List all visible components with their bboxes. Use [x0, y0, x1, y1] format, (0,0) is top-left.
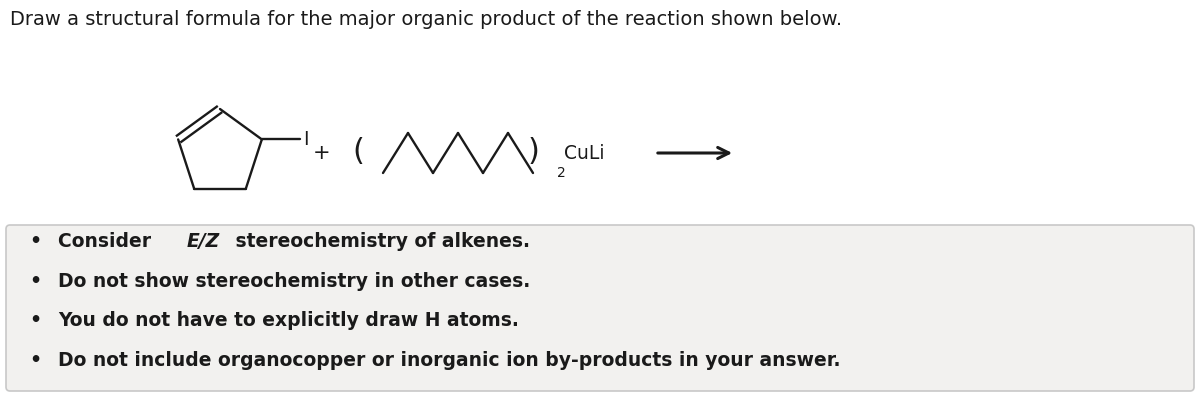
- Text: Draw a structural formula for the major organic product of the reaction shown be: Draw a structural formula for the major …: [10, 10, 842, 29]
- Text: +: +: [313, 143, 331, 163]
- Text: E/Z: E/Z: [186, 231, 220, 250]
- Text: •: •: [29, 231, 41, 250]
- Text: •: •: [29, 312, 41, 331]
- Text: •: •: [29, 352, 41, 371]
- Text: ): ): [527, 137, 539, 166]
- Text: (: (: [352, 137, 364, 166]
- Text: You do not have to explicitly draw H atoms.: You do not have to explicitly draw H ato…: [58, 312, 518, 331]
- FancyBboxPatch shape: [6, 225, 1194, 391]
- Text: Do not show stereochemistry in other cases.: Do not show stereochemistry in other cas…: [58, 271, 530, 290]
- Text: stereochemistry of alkenes.: stereochemistry of alkenes.: [229, 231, 530, 250]
- Text: Consider: Consider: [58, 231, 157, 250]
- Text: I: I: [304, 130, 308, 149]
- Text: 2: 2: [557, 166, 565, 180]
- Text: •: •: [29, 271, 41, 290]
- Text: CuLi: CuLi: [564, 143, 605, 162]
- Text: Do not include organocopper or inorganic ion by-products in your answer.: Do not include organocopper or inorganic…: [58, 352, 840, 371]
